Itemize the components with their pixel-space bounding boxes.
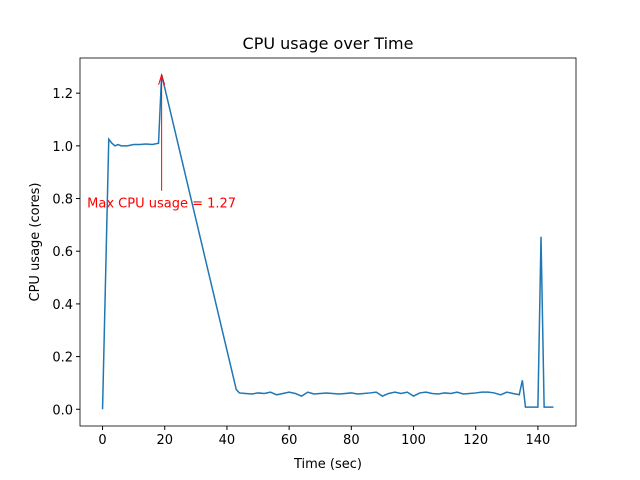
x-tick-label: 140 <box>525 433 550 448</box>
x-tick-label: 40 <box>219 433 236 448</box>
x-tick-label: 120 <box>463 433 488 448</box>
x-tick-label: 80 <box>343 433 360 448</box>
data-line <box>101 74 554 410</box>
y-tick-label: 0.0 <box>52 403 73 418</box>
x-tick-label: 60 <box>281 433 298 448</box>
y-tick-label: 0.6 <box>52 245 73 260</box>
annotation-arrowhead <box>158 72 166 85</box>
plot-frame <box>79 57 577 427</box>
chart-title: CPU usage over Time <box>243 34 414 53</box>
x-tick-label: 100 <box>401 433 426 448</box>
annotation-text: Max CPU usage = 1.27 <box>87 197 236 212</box>
x-tick-label: 0 <box>98 433 106 448</box>
y-tick-label: 1.0 <box>52 140 73 155</box>
y-tick-label: 0.8 <box>52 193 73 208</box>
y-tick-label: 0.4 <box>52 298 73 313</box>
y-tick-label: 1.2 <box>52 87 73 102</box>
x-tick-label: 20 <box>156 433 173 448</box>
x-axis-label: Time (sec) <box>293 457 362 472</box>
y-axis-label: CPU usage (cores) <box>28 183 43 302</box>
y-tick-label: 0.2 <box>52 351 73 366</box>
